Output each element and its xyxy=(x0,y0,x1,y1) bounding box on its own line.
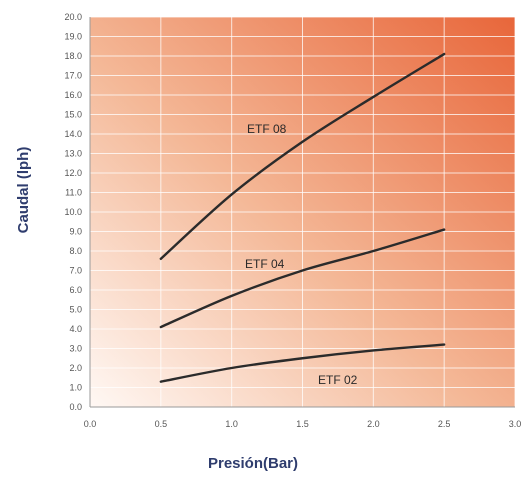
y-tick-label: 5.0 xyxy=(69,305,82,315)
series-line-etf-02 xyxy=(159,343,446,383)
y-tick-label: 7.0 xyxy=(69,266,82,276)
x-tick-label: 0.5 xyxy=(155,419,168,429)
y-tick-label: 15.0 xyxy=(64,110,82,120)
y-tick-label: 10.0 xyxy=(64,207,82,217)
y-tick-label: 4.0 xyxy=(69,324,82,334)
y-tick-label: 16.0 xyxy=(64,90,82,100)
y-tick-label: 19.0 xyxy=(64,32,82,42)
y-tick-label: 13.0 xyxy=(64,149,82,159)
series-label-etf-04: ETF 04 xyxy=(245,257,285,271)
series-label-etf-02: ETF 02 xyxy=(318,373,358,387)
y-tick-label: 20.0 xyxy=(64,12,82,22)
y-tick-label: 1.0 xyxy=(69,383,82,393)
y-tick-label: 6.0 xyxy=(69,285,82,295)
axes: 0.0 1.0 2.0 3.0 4.0 5.0 6.0 7.0 8.0 9.0 10.0 11.0 12… xyxy=(64,12,521,429)
series-line-etf-08 xyxy=(159,52,446,260)
y-tick-label: 17.0 xyxy=(64,71,82,81)
y-tick-label: 3.0 xyxy=(69,344,82,354)
y-tick-label: 9.0 xyxy=(69,227,82,237)
x-tick-label: 1.5 xyxy=(296,419,309,429)
series-label-etf-08: ETF 08 xyxy=(247,122,287,136)
x-axis-title: Presión(Bar) xyxy=(208,455,298,472)
y-tick-label: 12.0 xyxy=(64,168,82,178)
y-tick-label: 11.0 xyxy=(65,188,82,198)
grid xyxy=(89,16,516,408)
y-tick-label: 8.0 xyxy=(69,246,82,256)
y-tick-label: 14.0 xyxy=(64,129,82,139)
y-tick-label: 2.0 xyxy=(69,363,82,373)
x-tick-label: 2.5 xyxy=(438,419,451,429)
x-tick-label: 1.0 xyxy=(225,419,238,429)
x-tick-label: 0.0 xyxy=(84,419,97,429)
series-lines xyxy=(159,52,446,383)
y-tick-label: 18.0 xyxy=(64,51,82,61)
x-tick-label: 3.0 xyxy=(509,419,522,429)
y-tick-label: 0.0 xyxy=(69,402,82,412)
series-labels: ETF 08 ETF 04 ETF 02 xyxy=(245,122,358,387)
series-line-etf-04 xyxy=(159,228,446,329)
y-axis-title: Caudal (lph) xyxy=(15,147,32,234)
x-tick-label: 2.0 xyxy=(367,419,380,429)
